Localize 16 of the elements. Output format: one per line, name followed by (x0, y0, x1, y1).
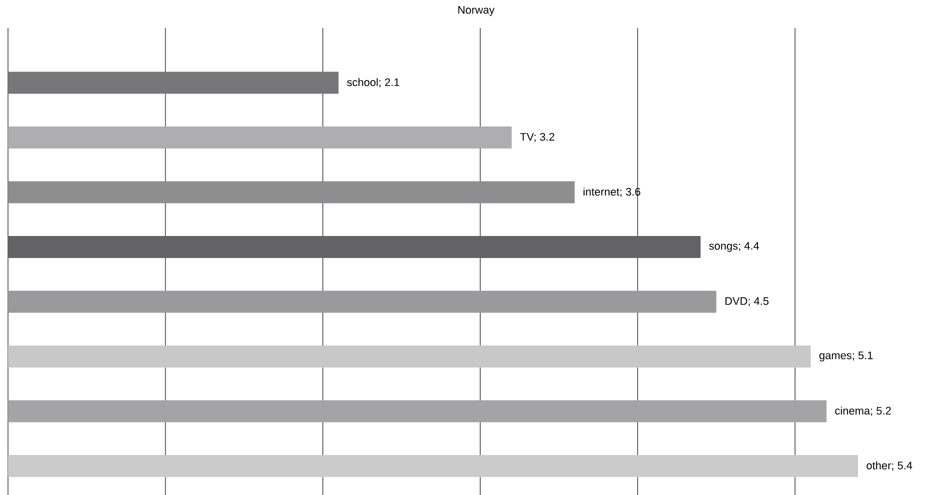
bar (8, 72, 339, 94)
bar (8, 454, 858, 477)
chart-title: Norway (458, 6, 495, 16)
bar (8, 236, 701, 258)
data-label: other; 5.4 (866, 461, 912, 471)
bar (8, 290, 716, 313)
bar (8, 126, 512, 148)
bar (8, 400, 827, 422)
bar (8, 181, 575, 204)
data-label: TV; 3.2 (520, 132, 554, 142)
data-label: school; 2.1 (347, 78, 400, 88)
data-label: DVD; 4.5 (725, 297, 769, 306)
data-label: cinema; 5.2 (835, 406, 891, 416)
data-label: songs; 4.4 (709, 242, 760, 252)
data-label: games; 5.1 (819, 351, 873, 362)
bar (8, 345, 811, 368)
